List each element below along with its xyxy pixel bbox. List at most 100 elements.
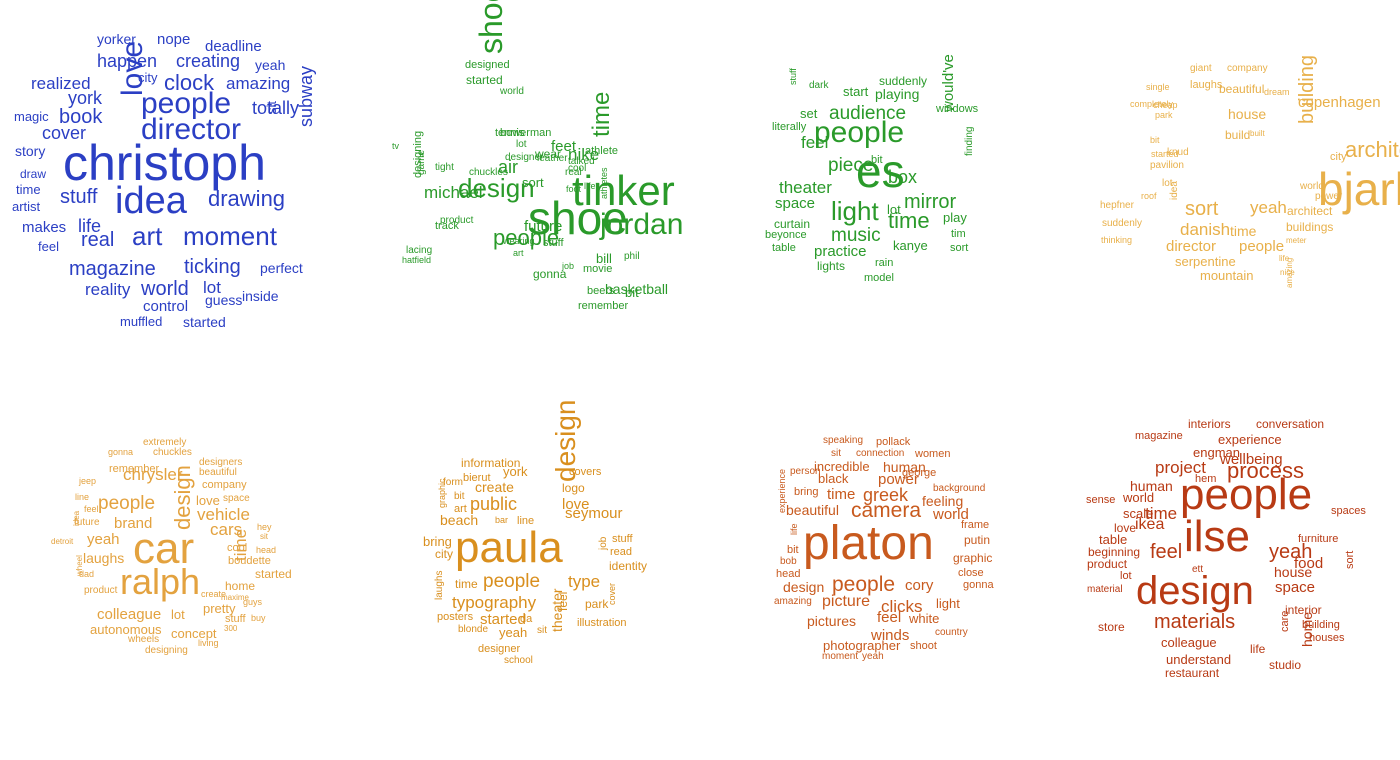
cloud-word: life	[789, 523, 799, 535]
cloud-word: feel	[84, 504, 99, 514]
cloud-word: life	[1279, 254, 1290, 263]
cloud-word: york	[68, 88, 103, 108]
cloud-word: cover	[42, 123, 87, 143]
cloud-word: dad	[79, 569, 95, 579]
cloud-word: deadline	[205, 38, 262, 55]
cloud-word: speaking	[823, 435, 864, 446]
cloud-word: design	[783, 579, 825, 595]
cloud-word: theater	[549, 588, 565, 632]
cloud-word: winds	[871, 627, 910, 644]
cloud-word: lights	[817, 259, 846, 273]
cloud-word: inside	[242, 288, 279, 304]
cloud-word: beyonce	[765, 229, 807, 241]
cloud-word: york	[503, 464, 528, 479]
cloud-word: engman	[1193, 445, 1240, 460]
cloud-word: magic	[14, 109, 49, 124]
cloud-word: home	[225, 579, 256, 593]
cloud-word: beach	[440, 512, 479, 528]
cloud-word: time	[588, 91, 615, 137]
cloud-word: jordan	[600, 208, 684, 241]
cloud-word: athlete	[585, 145, 619, 157]
cloud-word: hatfield	[402, 255, 432, 265]
word-cloud-bjarke: giant company single laughs beautiful dream co…	[1080, 50, 1400, 390]
cloud-word: movie	[583, 263, 613, 275]
cloud-word: close	[958, 567, 984, 579]
cloud-word: practice	[814, 243, 867, 260]
cloud-word: dream	[1264, 87, 1290, 97]
cloud-word: cover	[607, 582, 617, 605]
cloud-word: care	[1279, 610, 1291, 632]
cloud-word: started	[1151, 149, 1179, 159]
cloud-word: hem	[1195, 473, 1217, 485]
cloud-word: extremely	[143, 437, 187, 448]
cloud-word: life	[78, 216, 102, 236]
cloud-word: logo	[562, 481, 585, 495]
cloud-word: power	[1315, 191, 1343, 202]
cloud-word: form	[443, 477, 463, 488]
cloud-word: beautiful	[199, 467, 237, 478]
cloud-word: white	[909, 611, 940, 626]
cloud-word: people	[483, 571, 541, 592]
cloud-word: company	[1227, 63, 1268, 74]
cloud-word: spaces	[1331, 505, 1366, 517]
cloud-word: ett	[1192, 564, 1204, 575]
cloud-word: person	[790, 466, 821, 477]
cloud-word: read	[610, 546, 633, 558]
cloud-word: future	[74, 517, 100, 528]
cloud-word: roof	[1141, 191, 1157, 201]
word-cloud-christoph: yorker nope deadline happen creating yeah real…	[0, 20, 340, 360]
cloud-word: thinking	[1101, 235, 1133, 245]
cloud-word: time	[827, 486, 856, 503]
cloud-word: audience	[829, 103, 907, 124]
cloud-word: real	[81, 229, 115, 251]
cloud-word: buildings	[1286, 220, 1334, 234]
cloud-word: single	[1146, 82, 1170, 92]
cloud-word: clock	[164, 70, 215, 95]
cloud-word: life	[1250, 642, 1266, 656]
cloud-word: box	[888, 167, 918, 187]
cloud-word: feel	[801, 133, 829, 152]
cloud-word: bit	[1150, 135, 1160, 145]
cloud-word: draw	[20, 167, 47, 181]
cloud-word: product	[1087, 557, 1128, 571]
cloud-word: scale	[1123, 506, 1154, 521]
cloud-word: product	[84, 585, 118, 596]
cloud-word: beers	[587, 285, 615, 297]
cloud-word: covers	[569, 466, 602, 478]
cloud-word: theater	[779, 178, 832, 197]
cloud-word: lacing	[406, 245, 433, 256]
cloud-word: chrysler	[123, 465, 183, 484]
cloud-word: shoot	[910, 640, 937, 652]
cloud-word: car	[133, 524, 195, 573]
cloud-word: interior	[1285, 603, 1322, 617]
cloud-word: people	[1180, 470, 1313, 519]
cloud-word: people	[1239, 238, 1285, 255]
cloud-word: camera	[851, 499, 922, 522]
cloud-word: world	[500, 86, 524, 97]
cloud-word: wearing	[503, 236, 535, 246]
cloud-word: started	[183, 314, 226, 330]
cloud-word: chuckles	[153, 447, 192, 458]
cloud-word: bierut	[463, 472, 491, 484]
cloud-word: sort	[1185, 198, 1219, 220]
cloud-word: house	[1274, 564, 1313, 580]
cloud-word: gonna	[963, 579, 994, 591]
cloud-word: nice	[1280, 268, 1295, 277]
cloud-word: time	[1145, 504, 1178, 523]
cloud-word: lot	[1162, 178, 1173, 189]
cloud-word: building	[1302, 619, 1340, 631]
cloud-word: sit	[260, 532, 268, 541]
cloud-word: material	[1087, 584, 1123, 595]
cloud-word: beautiful	[1219, 82, 1265, 96]
cloud-word: magazine	[1135, 430, 1183, 442]
cloud-word: building	[1296, 55, 1318, 124]
cloud-word: laughs	[434, 570, 445, 600]
cloud-word: tim	[951, 228, 966, 240]
cloud-word: buy	[251, 613, 266, 623]
cloud-word: human	[1130, 478, 1173, 494]
word-cloud-platon: speaking pollack sit connection women incredi…	[740, 420, 1080, 760]
cloud-word: built	[1250, 129, 1265, 138]
cloud-word: space	[1275, 579, 1316, 596]
cloud-word: pavilion	[1150, 160, 1184, 171]
cloud-word: country	[935, 627, 968, 638]
